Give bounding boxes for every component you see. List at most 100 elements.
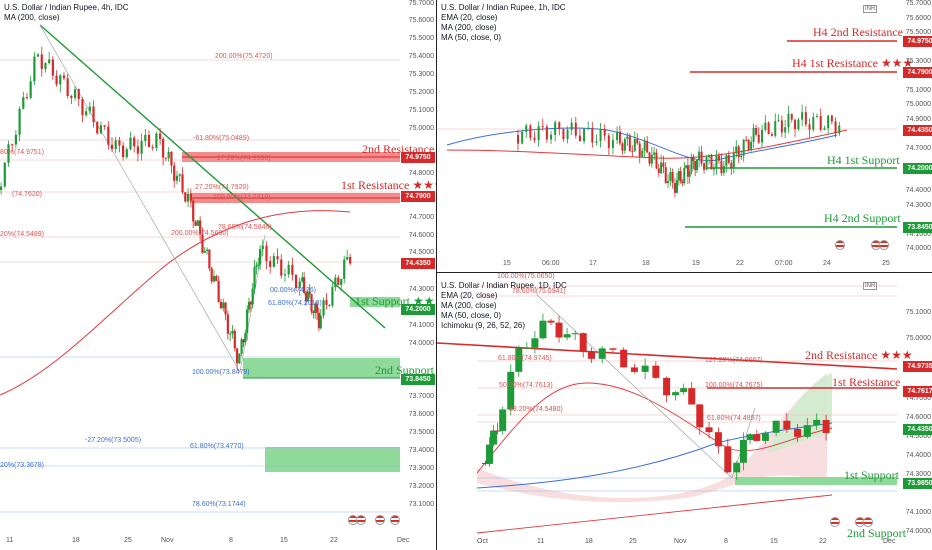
event-flag-icon — [390, 515, 400, 525]
chart-4h-plot[interactable] — [0, 0, 400, 535]
candle-body — [303, 277, 306, 293]
panel-divider[interactable] — [436, 0, 437, 550]
candle-body — [525, 125, 528, 132]
candle-body — [657, 168, 660, 174]
fib-label: 80%(74.9751) — [0, 149, 44, 156]
candle-body — [737, 146, 740, 158]
candle-body — [178, 174, 181, 176]
time-axis-1h[interactable]: 15 06:00 17 18 19 22 07:00 24 25 — [503, 260, 890, 267]
candle-body — [603, 129, 606, 136]
candle-body — [705, 427, 713, 433]
candle-body — [579, 333, 587, 352]
candle-body — [683, 167, 686, 184]
price-tag-last: 74.4350 — [903, 125, 932, 136]
level-label-2nd-support: 2nd Support — [847, 526, 907, 540]
chart-4h-panel[interactable]: U.S. Dollar / Indian Rupee, 4h, IDC MA (… — [0, 0, 436, 550]
candle-body — [819, 115, 822, 130]
level-label-1st-resistance: 1st Resistance ★★★ — [341, 178, 436, 192]
candle-body — [692, 156, 695, 162]
candle-body — [714, 432, 722, 447]
candle-body — [834, 121, 837, 134]
candle-body — [486, 444, 494, 464]
candle-body — [725, 155, 728, 166]
candle-body — [521, 131, 524, 144]
candle-body — [158, 133, 162, 139]
candle-body — [554, 122, 557, 135]
candle-body — [162, 138, 165, 158]
candle-body — [301, 277, 304, 282]
candle-body — [587, 128, 590, 130]
candle-body — [133, 137, 136, 147]
level-label-h4-1st-resistance: H4 1st Resistance ★★★ — [792, 56, 914, 70]
time-axis-1d[interactable]: Oct 11 18 25 Nov 8 15 22 Dec — [477, 538, 896, 545]
candle-body — [630, 367, 638, 372]
candle-body — [85, 111, 88, 116]
candle-body — [638, 143, 641, 157]
candle-body — [755, 128, 758, 135]
candle-body — [794, 119, 797, 130]
candle-body — [482, 463, 489, 464]
candle-body — [258, 249, 262, 265]
candle-body — [276, 256, 279, 260]
candle-body — [283, 274, 287, 276]
candle-body — [616, 131, 619, 141]
candle-body — [620, 349, 628, 368]
candle-body — [794, 428, 802, 437]
fib-label: 50.00%(74.7613) — [499, 382, 553, 389]
level-label-1st-support: 1st Support — [844, 468, 900, 482]
chart-title: U.S. Dollar / Indian Rupee, 1h, IDC — [441, 3, 566, 12]
candle-body — [767, 122, 770, 135]
candle-body — [618, 131, 621, 144]
fib-label: 20%(74.5489) — [0, 231, 44, 238]
candle-body — [255, 265, 258, 267]
candle-body — [247, 301, 251, 310]
chart-1h-panel[interactable]: U.S. Dollar / Indian Rupee, 1h, IDC EMA … — [437, 0, 932, 272]
candle-body — [343, 259, 346, 279]
candle-body — [242, 339, 245, 343]
candle-body — [664, 167, 667, 184]
candle-body — [507, 371, 515, 410]
time-axis-4h[interactable]: 11 18 25 Nov 8 15 22 Dec — [6, 537, 410, 544]
candle-body — [217, 281, 220, 302]
candle-body — [229, 333, 232, 335]
candle-body — [595, 141, 598, 143]
candle-body — [249, 301, 252, 305]
chart-1h-plot[interactable] — [437, 0, 897, 258]
candle-body — [587, 351, 595, 359]
candle-body — [70, 95, 73, 98]
candle-body — [643, 140, 646, 151]
price-axis-4h[interactable]: 75.7000 75.6000 75.5000 75.4000 75.3000 75.… — [408, 0, 434, 508]
candle-body — [591, 128, 594, 143]
level-label-h4-1st-support: H4 1st Support — [827, 153, 900, 167]
candle-body — [337, 277, 340, 285]
chart-1d-plot[interactable] — [437, 273, 897, 536]
candle-body — [173, 165, 176, 181]
candle-body — [29, 81, 32, 98]
candle-body — [815, 115, 818, 117]
candle-body — [650, 154, 653, 164]
fib-label: 100.00%(74.7410) — [213, 194, 271, 201]
candle-body — [623, 138, 626, 151]
price-axis-1h[interactable]: 75.7000 75.6000 75.5000 75.3000 75.1000 75.… — [905, 0, 931, 252]
candle-body — [529, 125, 532, 138]
us-flag-icon — [356, 515, 366, 525]
ma-50-line — [446, 127, 838, 162]
support-1-zone — [735, 477, 897, 485]
candle-body — [315, 303, 319, 313]
support-2-zone — [243, 358, 400, 378]
candle-body — [325, 300, 328, 305]
candle-body — [562, 129, 565, 140]
chart-1h-legend: U.S. Dollar / Indian Rupee, 1h, IDC EMA … — [441, 3, 566, 43]
candle-body — [611, 140, 614, 148]
candle-body — [136, 146, 140, 154]
price-tag-res1: 74.7900 — [401, 191, 435, 202]
price-axis-1d[interactable]: 75.1000 75.0000 74.7000 74.6000 74.5000 74.… — [905, 309, 931, 535]
candle-body — [490, 430, 498, 445]
candle-body — [563, 334, 571, 338]
ma-200-line — [0, 210, 351, 396]
chart-1d-panel[interactable]: U.S. Dollar / Indian Rupee, 1D, IDC EMA … — [437, 273, 932, 550]
candle-body — [539, 320, 547, 339]
candle-body — [757, 134, 760, 143]
panel-divider[interactable] — [437, 272, 932, 273]
candle-body — [787, 113, 790, 128]
